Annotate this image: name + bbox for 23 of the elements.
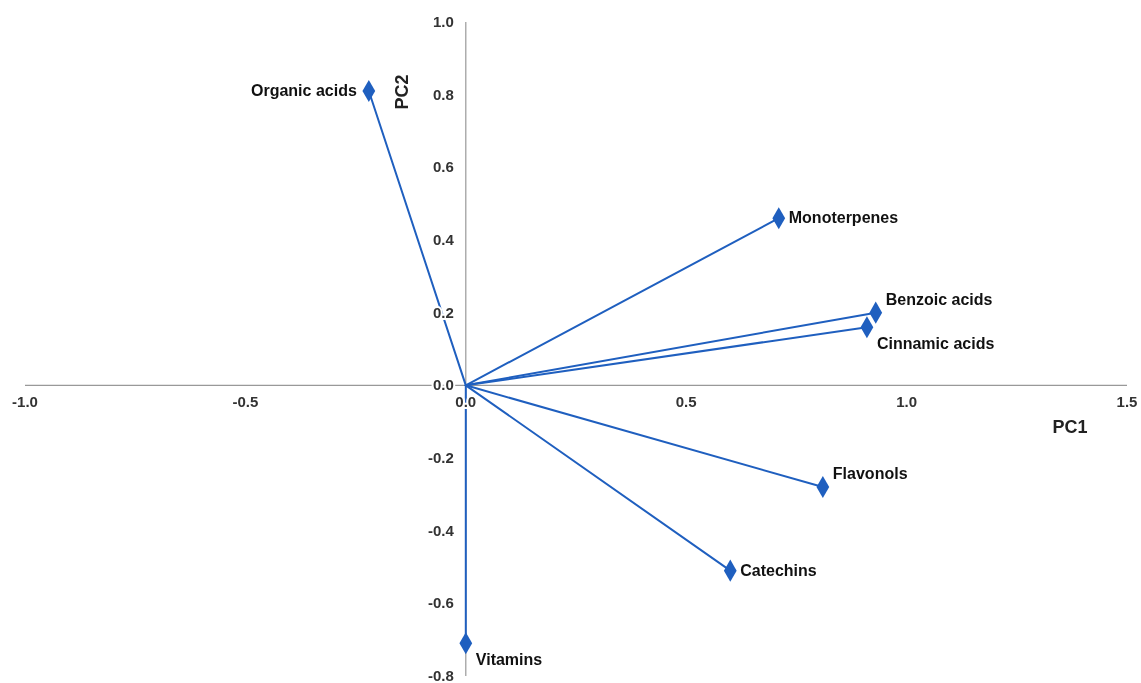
x-tick-label: 1.5 <box>1116 393 1138 411</box>
y-tick-label: -0.8 <box>427 667 454 683</box>
y-tick-label: 0.6 <box>432 158 454 176</box>
annotation: Benzoic acids <box>885 290 993 308</box>
x-tick-label: -1.0 <box>12 393 38 411</box>
y-tick-label: -0.4 <box>427 521 455 539</box>
y-tick-label: -0.6 <box>427 594 454 612</box>
annotation: Flavonols <box>832 465 908 483</box>
annotation: Catechins <box>740 561 817 579</box>
y-tick-label: 0.8 <box>432 85 454 103</box>
y-tick-label: 1.0 <box>432 13 454 30</box>
annotation: Organic acids <box>251 82 357 100</box>
x-tick-label: 1.0 <box>896 393 918 411</box>
y-axis-title: PC2 <box>391 74 412 110</box>
annotation: Cinnamic acids <box>876 335 995 353</box>
annotation: Monoterpenes <box>788 209 899 227</box>
y-tick-label: 0.0 <box>432 376 454 394</box>
x-axis-title: PC1 <box>1052 417 1088 438</box>
x-tick-label: -0.5 <box>232 393 259 411</box>
y-tick-label: -0.2 <box>427 449 454 466</box>
x-tick-label: 0.5 <box>675 393 697 411</box>
y-tick-label: 0.4 <box>432 231 455 248</box>
annotation: Vitamins <box>475 651 543 669</box>
